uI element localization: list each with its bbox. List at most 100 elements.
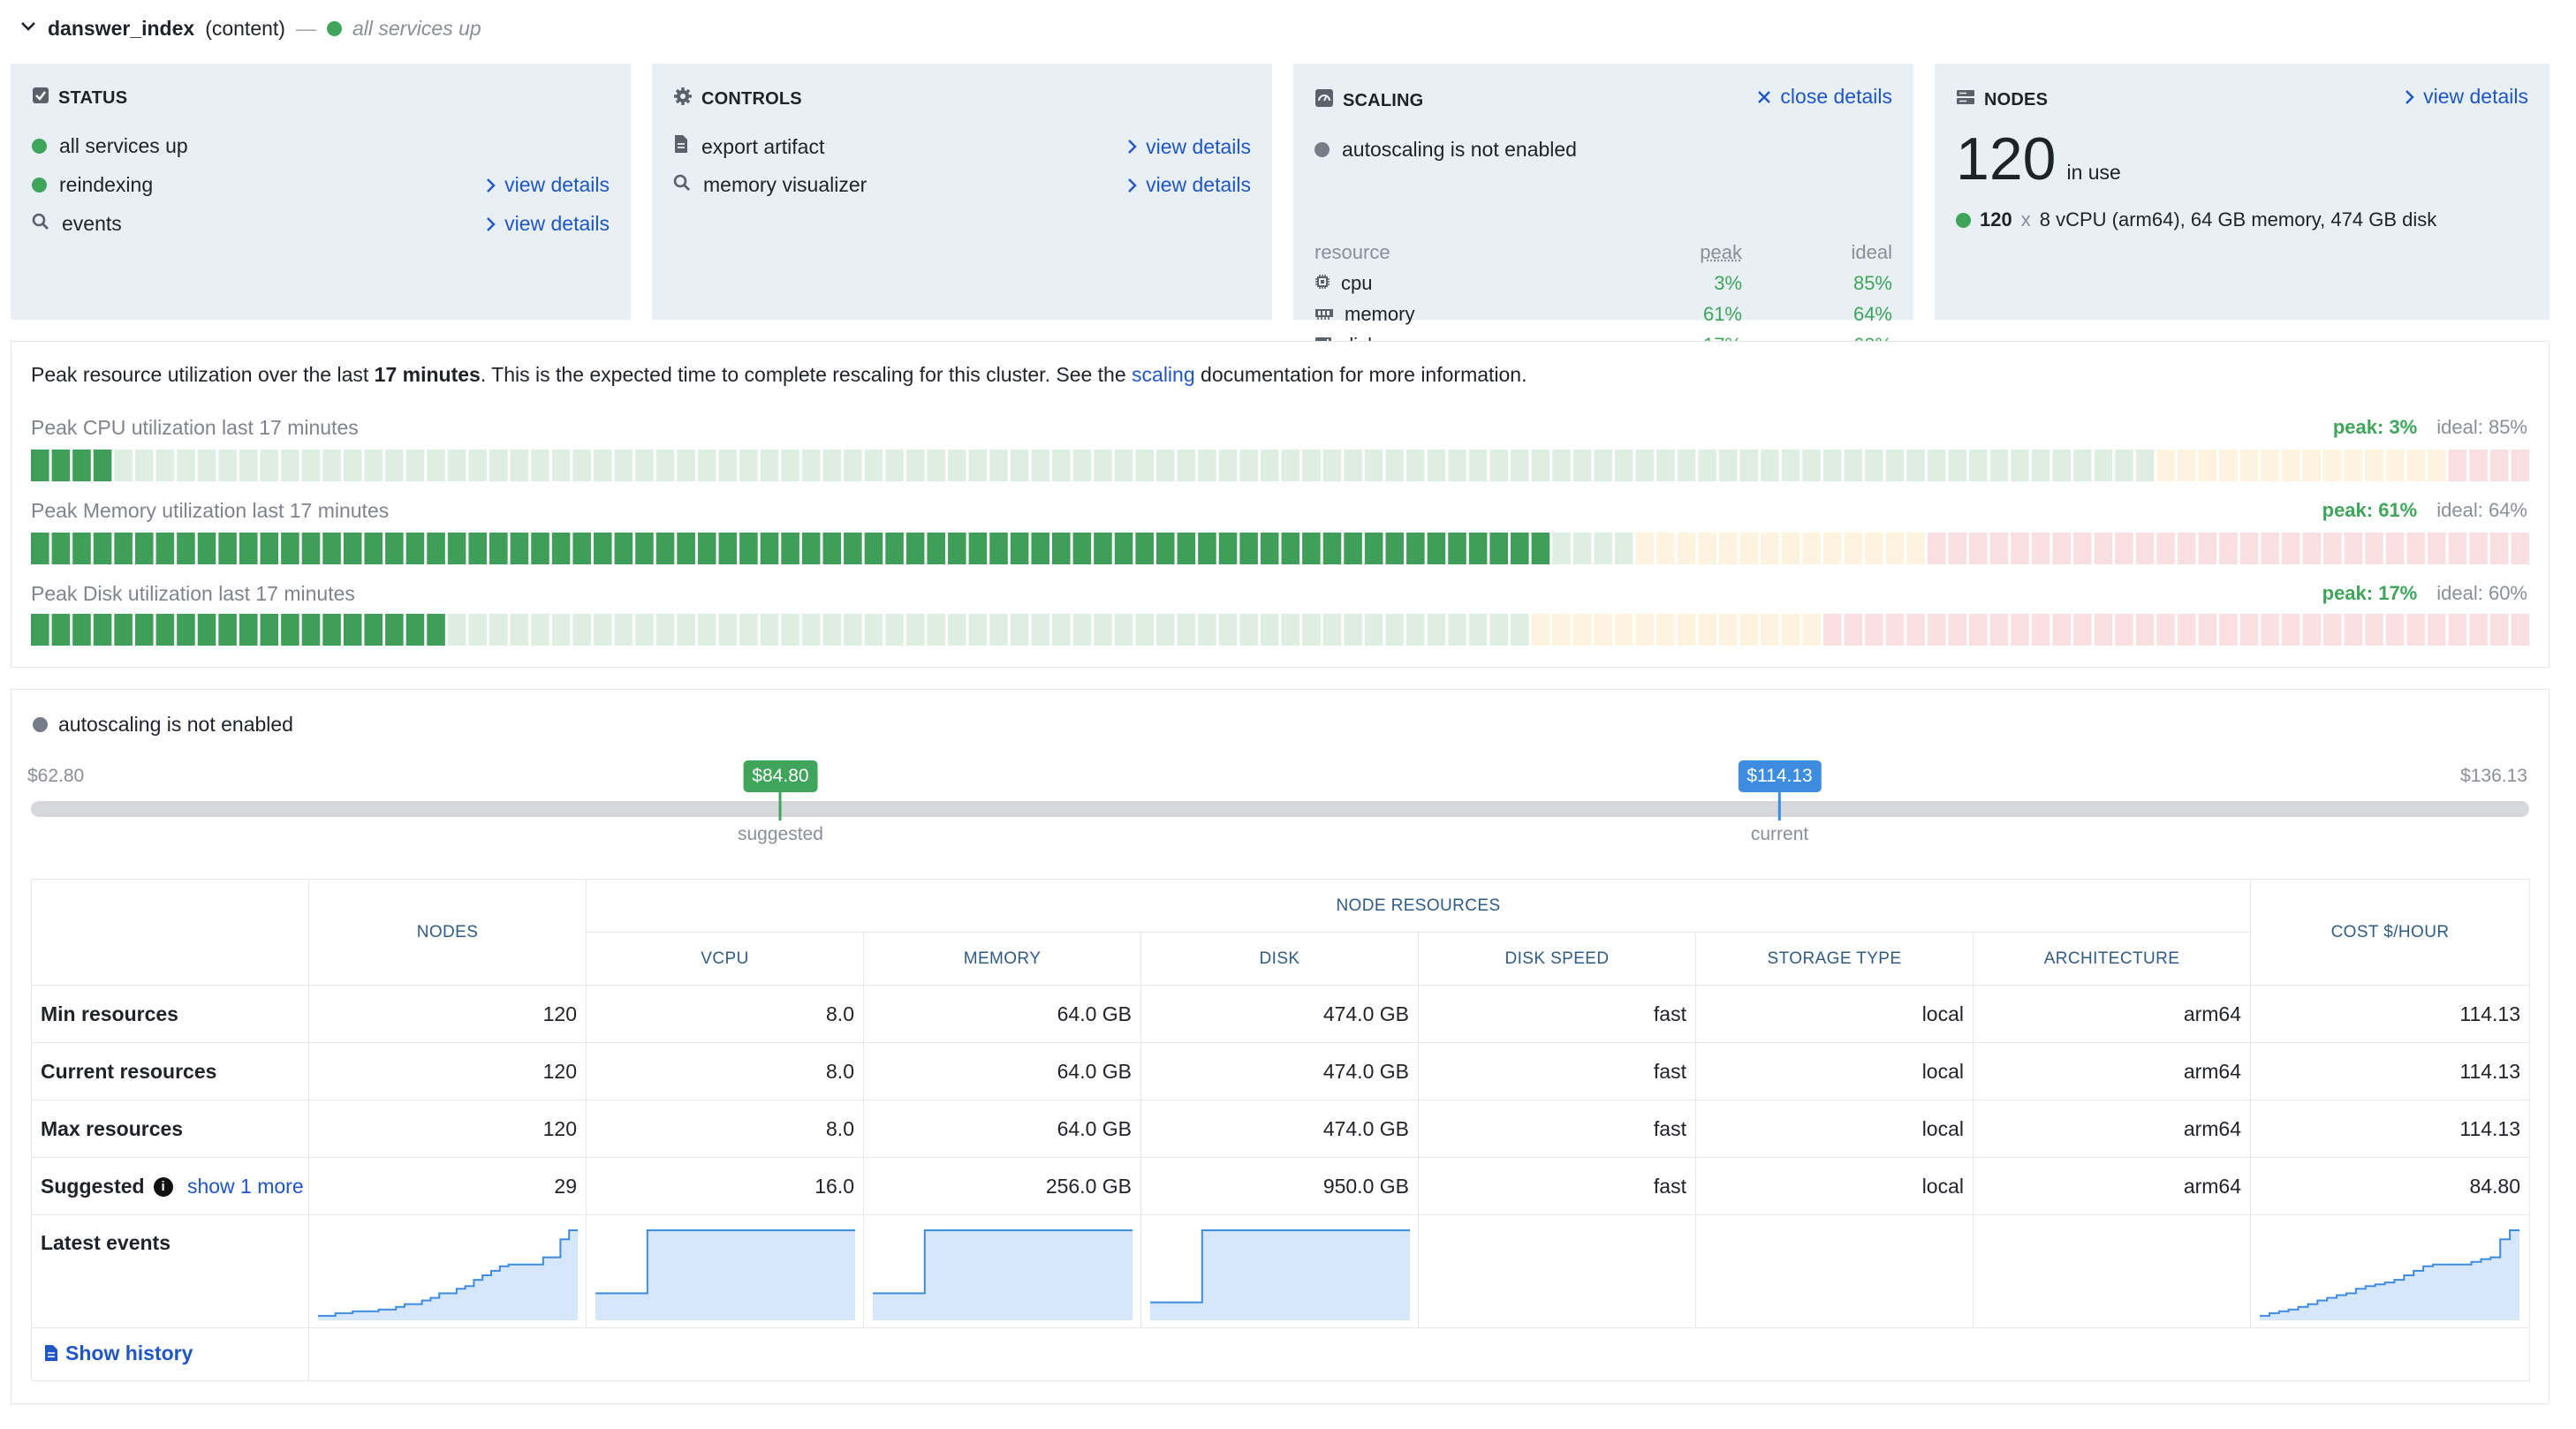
utilization-segment	[1552, 533, 1571, 564]
close-details-label: close details	[1780, 85, 1892, 108]
utilization-segment	[2135, 533, 2155, 564]
utilization-segment	[551, 614, 571, 646]
sparkline-line	[873, 1229, 1133, 1294]
current-cost-marker[interactable]: $114.13 current	[1738, 760, 1822, 845]
utilization-segment	[1718, 450, 1738, 481]
node-resources-header: NODE RESOURCES	[585, 879, 2252, 933]
utilization-segment	[1948, 450, 1967, 481]
utilization-segment	[2219, 450, 2238, 481]
sparkline-area	[2260, 1229, 2520, 1320]
disk-bar-stats: peak: 17% ideal: 60%	[2322, 582, 2527, 605]
utilization-segment	[2052, 614, 2071, 646]
utilization-segment	[1989, 450, 2009, 481]
scaling-card-title: SCALING	[1315, 88, 1423, 113]
info-icon[interactable]: i	[153, 1177, 173, 1198]
utilization-segment	[739, 450, 758, 481]
utilization-segment	[1239, 450, 1258, 481]
utilization-segment	[1969, 450, 1988, 481]
nodes-header: NODES	[308, 879, 587, 986]
reindexing-view-details-link[interactable]: view details	[485, 173, 610, 197]
close-icon	[1758, 90, 1771, 103]
utilization-segment	[551, 450, 571, 481]
utilization-segment	[177, 533, 195, 564]
scaling-row-cpu: cpu 3% 85%	[1315, 268, 1892, 299]
utilization-segment	[239, 533, 258, 564]
scaling-row-memory: memory 61% 64%	[1315, 299, 1892, 329]
utilization-segment	[1802, 450, 1821, 481]
memory-visualizer-view-details-link[interactable]: view details	[1126, 173, 1251, 197]
utilization-segment	[531, 450, 549, 481]
utilization-segment	[760, 614, 779, 646]
cost-slider-track[interactable]	[31, 801, 2529, 817]
show-history-link[interactable]: Show history	[44, 1342, 193, 1365]
close-details-link[interactable]: close details	[1757, 85, 1892, 109]
utilization-segment	[1198, 533, 1216, 564]
utilization-segment	[2428, 533, 2446, 564]
utilization-segment	[531, 614, 549, 646]
show-history-cell: Show history	[31, 1327, 309, 1381]
utilization-segment	[531, 533, 549, 564]
current-caption: current	[1750, 824, 1809, 844]
nodes-cell: 29	[308, 1157, 587, 1215]
utilization-segment	[1448, 533, 1466, 564]
utilization-segment	[655, 450, 675, 481]
utilization-segment	[1656, 533, 1675, 564]
show-more-link[interactable]: show 1 more	[186, 1174, 304, 1198]
suggested-cost-marker[interactable]: $84.80 suggested	[738, 760, 823, 845]
memory-cell: 256.0 GB	[863, 1157, 1141, 1215]
utilization-segment	[72, 533, 91, 564]
utilization-segment	[593, 533, 612, 564]
current-cost-stem	[1778, 792, 1782, 820]
utilization-segment	[2011, 450, 2029, 481]
nodes-cell: 120	[308, 985, 587, 1043]
utilization-segment	[322, 533, 341, 564]
utilization-segment	[218, 450, 237, 481]
export-artifact-view-details-link[interactable]: view details	[1126, 135, 1251, 159]
empty-header-cell	[31, 879, 309, 986]
resource-header: resource	[1315, 240, 1390, 263]
utilization-segment	[427, 533, 445, 564]
utilization-segment	[1155, 450, 1175, 481]
utilization-segment	[572, 533, 591, 564]
cost-cell: 84.80	[2250, 1157, 2531, 1215]
utilization-segment	[2469, 614, 2488, 646]
chevron-right-icon	[487, 178, 496, 193]
utilization-segment	[864, 614, 883, 646]
status-item-label: reindexing	[59, 173, 154, 196]
utilization-segment	[2281, 450, 2300, 481]
utilization-segment	[2281, 533, 2300, 564]
utilization-segment	[1135, 450, 1154, 481]
view-details-label: view details	[1146, 134, 1251, 158]
utilization-segment	[1865, 614, 1883, 646]
nodes-view-details-link[interactable]: view details	[2404, 85, 2528, 109]
row-label: Max resources	[31, 1100, 309, 1158]
utilization-segment	[1198, 614, 1216, 646]
utilization-segment	[1511, 614, 1529, 646]
cost-sparkline-cell	[2250, 1214, 2531, 1328]
utilization-segment	[885, 614, 904, 646]
utilization-segment	[468, 533, 488, 564]
utilization-segment	[1552, 614, 1571, 646]
chevron-down-icon[interactable]	[19, 17, 37, 41]
utilization-segment	[2406, 533, 2426, 564]
table-header-row: NODES NODE RESOURCES COST $/HOUR	[31, 879, 2531, 986]
utilization-segment	[155, 450, 175, 481]
ideal-header: ideal	[1851, 240, 1892, 263]
utilization-segment	[1114, 450, 1133, 481]
view-details-label: view details	[1146, 173, 1251, 196]
utilization-segment	[1239, 533, 1258, 564]
utilization-segment	[593, 450, 612, 481]
index-name[interactable]: danswer_index	[48, 16, 195, 40]
utilization-segment	[2489, 614, 2509, 646]
view-details-label: view details	[504, 212, 610, 235]
utilization-segment	[405, 533, 425, 564]
resources-table: NODES NODE RESOURCES COST $/HOUR VCPU ME…	[31, 879, 2531, 1381]
scaling-docs-link[interactable]: scaling	[1132, 363, 1195, 386]
utilization-segment	[1531, 614, 1550, 646]
events-view-details-link[interactable]: view details	[485, 212, 610, 236]
utilization-segment	[134, 614, 154, 646]
sparkline-area	[873, 1229, 1133, 1320]
utilization-segment	[1572, 450, 1592, 481]
table-row: Min resources 120 8.0 64.0 GB 474.0 GB f…	[31, 985, 2531, 1043]
controls-title-text: CONTROLS	[701, 88, 802, 109]
